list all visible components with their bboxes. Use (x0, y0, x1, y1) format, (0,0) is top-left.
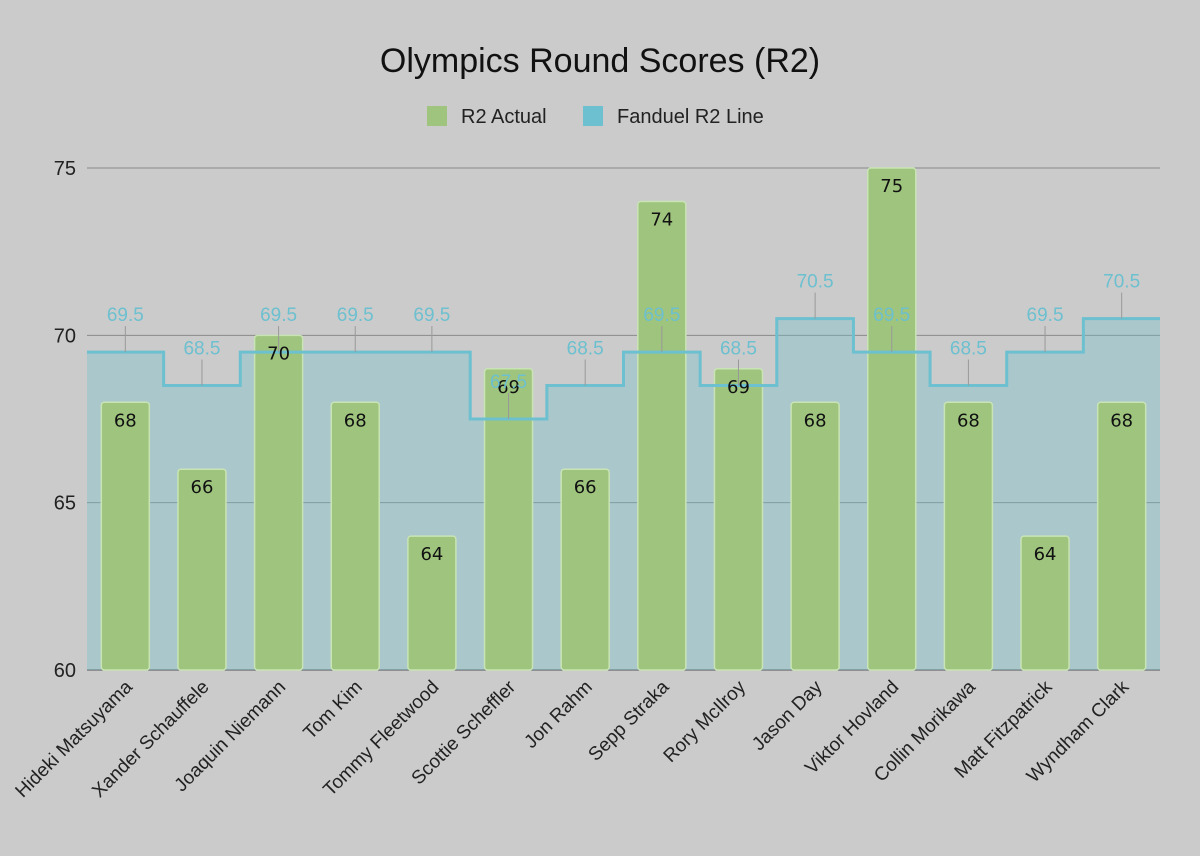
line-label-viktor-hovland: 69.5 (873, 305, 910, 326)
x-tick-label-tom-kim: Tom Kim (300, 677, 367, 744)
bar-label-hideki-matsuyama: 68 (114, 410, 137, 431)
line-label-tommy-fleetwood: 69.5 (413, 305, 450, 326)
legend-label-fanduel-line: Fanduel R2 Line (617, 106, 764, 128)
bar-label-jon-rahm: 66 (574, 477, 597, 498)
bar-label-collin-morikawa: 68 (957, 410, 980, 431)
bar-label-matt-fitzpatrick: 64 (1034, 544, 1057, 565)
bars (100, 167, 1147, 671)
y-axis: 60 65 70 75 (54, 158, 76, 682)
x-tick-label-jon-rahm: Jon Rahm (521, 677, 597, 753)
line-label-jon-rahm: 68.5 (567, 339, 604, 360)
bar-viktor-hovland (867, 167, 917, 671)
legend-swatch-fanduel-line (583, 106, 603, 126)
bar-label-joaquin-niemann: 70 (267, 343, 290, 364)
legend: R2 Actual Fanduel R2 Line (427, 106, 764, 128)
bar-label-jason-day: 68 (804, 410, 827, 431)
bar-scottie-scheffler (483, 368, 534, 671)
y-tick-label-70: 70 (54, 325, 76, 347)
bar-tom-kim (330, 401, 380, 671)
bar-jon-rahm (560, 468, 610, 671)
bar-label-viktor-hovland: 75 (880, 176, 903, 197)
bar-sepp-straka (637, 200, 687, 671)
chart-title: Olympics Round Scores (R2) (380, 42, 820, 80)
bar-label-tommy-fleetwood: 64 (420, 544, 443, 565)
line-label-collin-morikawa: 68.5 (950, 339, 987, 360)
line-label-xander-schauffele: 68.5 (183, 339, 220, 360)
line-label-scottie-scheffler: 67.5 (490, 372, 527, 393)
bar-matt-fitzpatrick (1020, 535, 1070, 671)
legend-swatch-r2-actual (427, 106, 447, 126)
line-label-rory-mcilroy: 68.5 (720, 339, 757, 360)
bar-jason-day (790, 401, 840, 671)
bar-label-rory-mcilroy: 69 (727, 377, 750, 398)
x-tick-label-rory-mcilroy: Rory McIlroy (660, 676, 751, 767)
bar-hideki-matsuyama (100, 401, 151, 671)
bar-label-tom-kim: 68 (344, 410, 367, 431)
line-label-wyndham-clark: 70.5 (1103, 272, 1140, 293)
bar-label-wyndham-clark: 68 (1110, 410, 1133, 431)
line-label-hideki-matsuyama: 69.5 (107, 305, 144, 326)
bar-rory-mcilroy (713, 368, 764, 671)
bar-collin-morikawa (943, 401, 994, 671)
line-label-tom-kim: 69.5 (337, 305, 374, 326)
bar-xander-schauffele (177, 468, 227, 671)
x-tick-label-jason-day: Jason Day (748, 676, 827, 755)
bar-label-sepp-straka: 74 (650, 209, 673, 230)
line-label-sepp-straka: 69.5 (643, 305, 680, 326)
bar-tommy-fleetwood (407, 535, 457, 671)
line-label-jason-day: 70.5 (797, 272, 834, 293)
y-tick-label-60: 60 (54, 660, 76, 682)
legend-label-r2-actual: R2 Actual (461, 106, 547, 128)
y-tick-label-65: 65 (54, 493, 76, 515)
line-label-joaquin-niemann: 69.5 (260, 305, 297, 326)
line-label-matt-fitzpatrick: 69.5 (1027, 305, 1064, 326)
bar-label-scottie-scheffler: 69 (497, 377, 520, 398)
y-tick-label-75: 75 (54, 158, 76, 180)
bar-joaquin-niemann (253, 334, 304, 671)
bar-label-xander-schauffele: 66 (191, 477, 214, 498)
data-labels: 68 66 70 68 64 69 66 74 69 68 75 68 64 68 69.5 68.5 69.5… (107, 176, 1140, 565)
bar-wyndham-clark (1096, 401, 1147, 671)
